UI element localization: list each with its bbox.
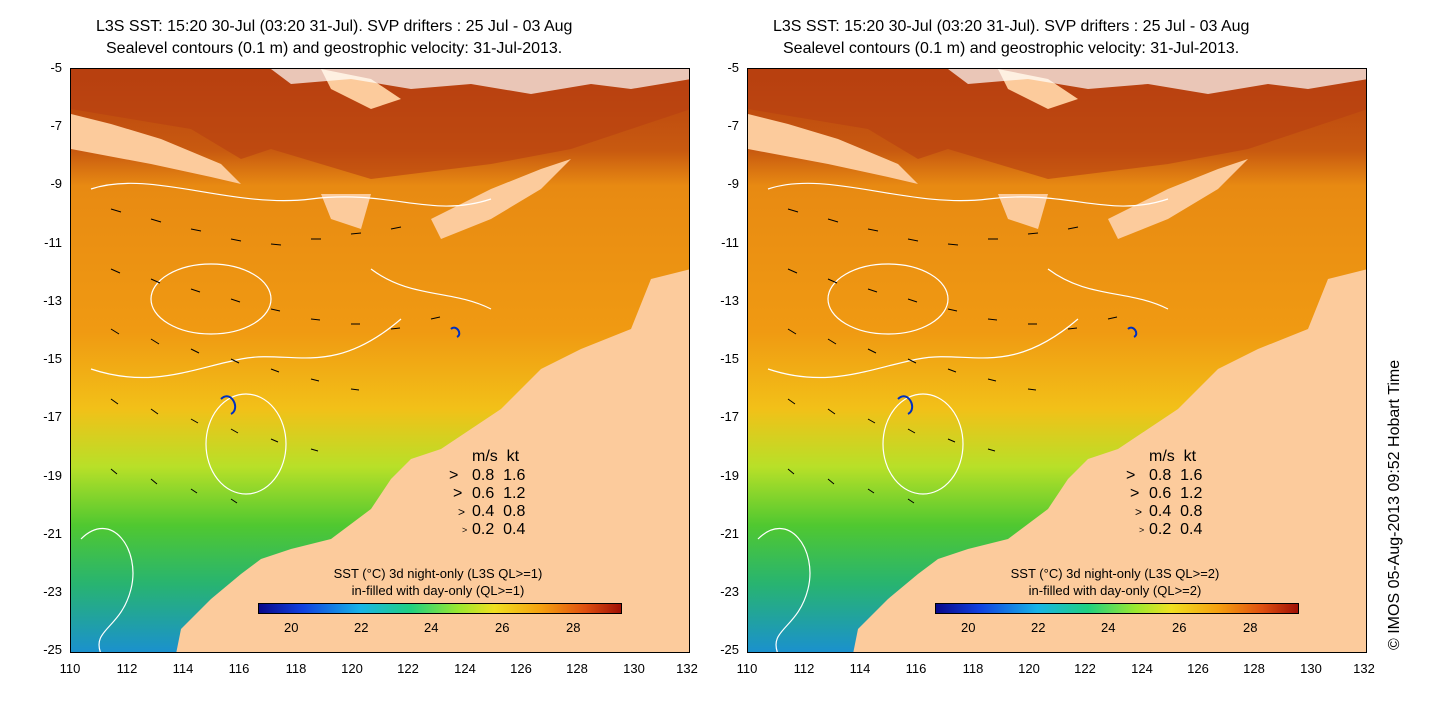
velocity-legend-arrow-icon: > xyxy=(453,485,463,502)
y-tick-label: -15 xyxy=(720,351,739,366)
x-tick-label: 132 xyxy=(1353,661,1375,676)
y-tick-label: -7 xyxy=(50,118,62,133)
velocity-kt: 1.2 xyxy=(1180,485,1203,502)
panel-2-legend-subtitle: in-filled with day-only (QL>=2) xyxy=(1028,583,1202,598)
y-tick-label: -21 xyxy=(720,526,739,541)
panel-2-cb-tick: 28 xyxy=(1243,620,1258,635)
x-tick-label: 130 xyxy=(623,661,645,676)
y-tick-label: -19 xyxy=(43,468,62,483)
y-tick-label: -11 xyxy=(44,235,62,250)
y-tick-label: -9 xyxy=(727,176,739,191)
x-tick-label: 112 xyxy=(116,661,138,676)
y-tick-label: -23 xyxy=(720,584,739,599)
panel-1-cb-tick: 24 xyxy=(424,620,439,635)
y-tick-label: -5 xyxy=(50,60,62,75)
velocity-legend-arrow-icon: > xyxy=(462,525,468,535)
panel-1-title-line2: Sealevel contours (0.1 m) and geostrophi… xyxy=(106,40,563,57)
y-tick-label: -21 xyxy=(43,526,62,541)
velocity-ms: 0.4 xyxy=(472,503,495,520)
x-tick-label: 124 xyxy=(454,661,476,676)
panel-1-map-graphic xyxy=(71,69,689,652)
panel-2-velocity-arrows xyxy=(787,208,1118,504)
velocity-ms: 0.2 xyxy=(1149,521,1172,538)
velocity-ms: 0.6 xyxy=(472,485,495,502)
panel-1-title-line1: L3S SST: 15:20 30-Jul (03:20 31-Jul). SV… xyxy=(96,18,573,35)
velocity-legend-arrow-icon: > xyxy=(1130,485,1140,502)
x-tick-label: 110 xyxy=(736,661,758,676)
panel-1-cb-tick: 20 xyxy=(284,620,299,635)
velocity-legend-header: m/s kt xyxy=(472,448,520,465)
x-tick-label: 114 xyxy=(172,661,194,676)
x-tick-label: 120 xyxy=(341,661,363,676)
x-tick-label: 132 xyxy=(676,661,698,676)
velocity-ms: 0.8 xyxy=(1149,467,1172,484)
x-tick-label: 116 xyxy=(905,661,927,676)
x-tick-label: 118 xyxy=(285,661,307,676)
panel-2-title-line1: L3S SST: 15:20 30-Jul (03:20 31-Jul). SV… xyxy=(773,18,1250,35)
y-tick-label: -25 xyxy=(43,642,62,657)
panel-2-sst-map xyxy=(747,68,1367,653)
panel-1-cb-tick: 22 xyxy=(354,620,369,635)
velocity-legend-arrow-icon: > xyxy=(1135,505,1143,519)
velocity-ms: 0.8 xyxy=(472,467,495,484)
y-tick-label: -17 xyxy=(720,409,739,424)
x-tick-label: 112 xyxy=(793,661,815,676)
panel-2-title-line2: Sealevel contours (0.1 m) and geostrophi… xyxy=(783,40,1240,57)
x-tick-label: 114 xyxy=(849,661,871,676)
y-tick-label: -19 xyxy=(720,468,739,483)
panel-2-map-graphic xyxy=(748,69,1366,652)
y-tick-label: -23 xyxy=(43,584,62,599)
x-tick-label: 126 xyxy=(1187,661,1209,676)
velocity-kt: 0.4 xyxy=(1180,521,1203,538)
copyright-credit: © IMOS 05-Aug-2013 09:52 Hobart Time xyxy=(1386,359,1403,650)
x-tick-label: 126 xyxy=(510,661,532,676)
y-tick-label: -5 xyxy=(727,60,739,75)
y-tick-label: -25 xyxy=(720,642,739,657)
panel-2-cb-tick: 20 xyxy=(961,620,976,635)
y-tick-label: -13 xyxy=(43,293,62,308)
panel-2-cb-tick: 26 xyxy=(1172,620,1187,635)
y-tick-label: -11 xyxy=(721,235,739,250)
panel-2-colorbar xyxy=(935,603,1299,614)
velocity-legend-arrow-icon: > xyxy=(449,467,459,484)
panel-1-cb-tick: 28 xyxy=(566,620,581,635)
y-tick-label: -7 xyxy=(727,118,739,133)
x-tick-label: 118 xyxy=(962,661,984,676)
velocity-legend-arrow-icon: > xyxy=(1139,525,1145,535)
velocity-kt: 1.2 xyxy=(503,485,526,502)
x-tick-label: 110 xyxy=(59,661,81,676)
x-tick-label: 120 xyxy=(1018,661,1040,676)
y-tick-label: -13 xyxy=(720,293,739,308)
velocity-kt: 1.6 xyxy=(503,467,526,484)
velocity-kt: 1.6 xyxy=(1180,467,1203,484)
velocity-legend-arrow-icon: > xyxy=(1126,467,1136,484)
velocity-kt: 0.8 xyxy=(503,503,526,520)
x-tick-label: 124 xyxy=(1131,661,1153,676)
x-tick-label: 128 xyxy=(1243,661,1265,676)
velocity-ms: 0.2 xyxy=(472,521,495,538)
x-tick-label: 128 xyxy=(566,661,588,676)
panel-1-sst-map xyxy=(70,68,690,653)
x-tick-label: 122 xyxy=(397,661,419,676)
y-tick-label: -9 xyxy=(50,176,62,191)
panel-2-cb-tick: 24 xyxy=(1101,620,1116,635)
panel-1-velocity-arrows xyxy=(110,208,441,504)
velocity-legend-arrow-icon: > xyxy=(458,505,466,519)
y-tick-label: -17 xyxy=(43,409,62,424)
x-tick-label: 122 xyxy=(1074,661,1096,676)
panel-2-legend-title: SST (°C) 3d night-only (L3S QL>=2) xyxy=(1010,566,1220,581)
panel-1-colorbar xyxy=(258,603,622,614)
panel-2-cb-tick: 22 xyxy=(1031,620,1046,635)
velocity-legend-header: m/s kt xyxy=(1149,448,1197,465)
panel-1-cb-tick: 26 xyxy=(495,620,510,635)
x-tick-label: 116 xyxy=(228,661,250,676)
velocity-ms: 0.4 xyxy=(1149,503,1172,520)
velocity-kt: 0.8 xyxy=(1180,503,1203,520)
panel-1-legend-title: SST (°C) 3d night-only (L3S QL>=1) xyxy=(333,566,543,581)
x-tick-label: 130 xyxy=(1300,661,1322,676)
velocity-kt: 0.4 xyxy=(503,521,526,538)
panel-1-legend-subtitle: in-filled with day-only (QL>=1) xyxy=(351,583,525,598)
velocity-ms: 0.6 xyxy=(1149,485,1172,502)
y-tick-label: -15 xyxy=(43,351,62,366)
